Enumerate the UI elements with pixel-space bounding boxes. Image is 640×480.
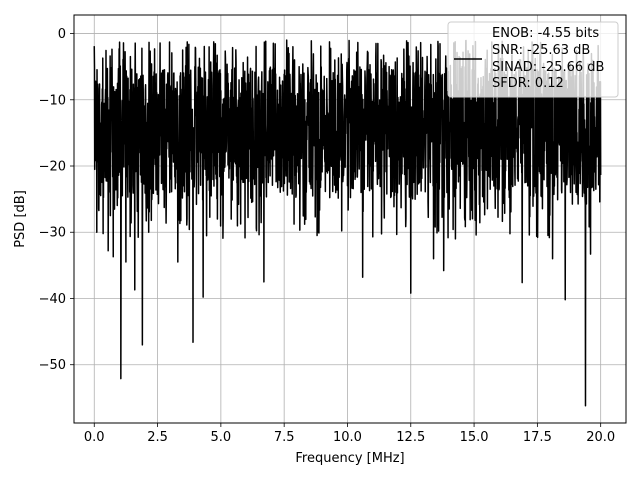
x-tick-label: 12.5 (396, 430, 425, 445)
x-tick-label: 20.0 (586, 430, 615, 445)
legend-sfdr: SFDR: 0.12 (492, 76, 564, 91)
x-tick-label: 5.0 (211, 430, 232, 445)
y-tick-label: −50 (39, 358, 66, 373)
legend-snr: SNR: -25.63 dB (492, 43, 590, 58)
y-axis-label: PSD [dB] (13, 190, 28, 248)
x-tick-label: 15.0 (460, 430, 489, 445)
legend: ENOB: -4.55 bits SNR: -25.63 dB SINAD: -… (447, 21, 619, 98)
x-tick-label: 2.5 (147, 430, 168, 445)
axes-frame (73, 14, 627, 424)
legend-enob: ENOB: -4.55 bits (492, 26, 599, 41)
y-tick-label: −30 (39, 226, 66, 241)
axis-ticks: 0.0 2.5 5.0 7.5 10.0 12.5 15.0 17.5 20.0 0 −10 −20 −… (39, 27, 616, 445)
x-tick-label: 0.0 (84, 430, 105, 445)
psd-series-line (93, 39, 602, 407)
x-tick-label: 10.0 (333, 430, 362, 445)
x-tick-label: 17.5 (523, 430, 552, 445)
y-tick-label: −10 (39, 93, 66, 108)
y-tick-label: −20 (39, 160, 66, 175)
legend-box (447, 21, 619, 98)
legend-sinad: SINAD: -25.66 dB (492, 60, 604, 75)
x-tick-label: 7.5 (274, 430, 295, 445)
y-tick-label: 0 (58, 27, 66, 42)
x-axis-label: Frequency [MHz] (295, 451, 404, 466)
plot-area (93, 39, 602, 407)
y-tick-label: −40 (39, 292, 66, 307)
